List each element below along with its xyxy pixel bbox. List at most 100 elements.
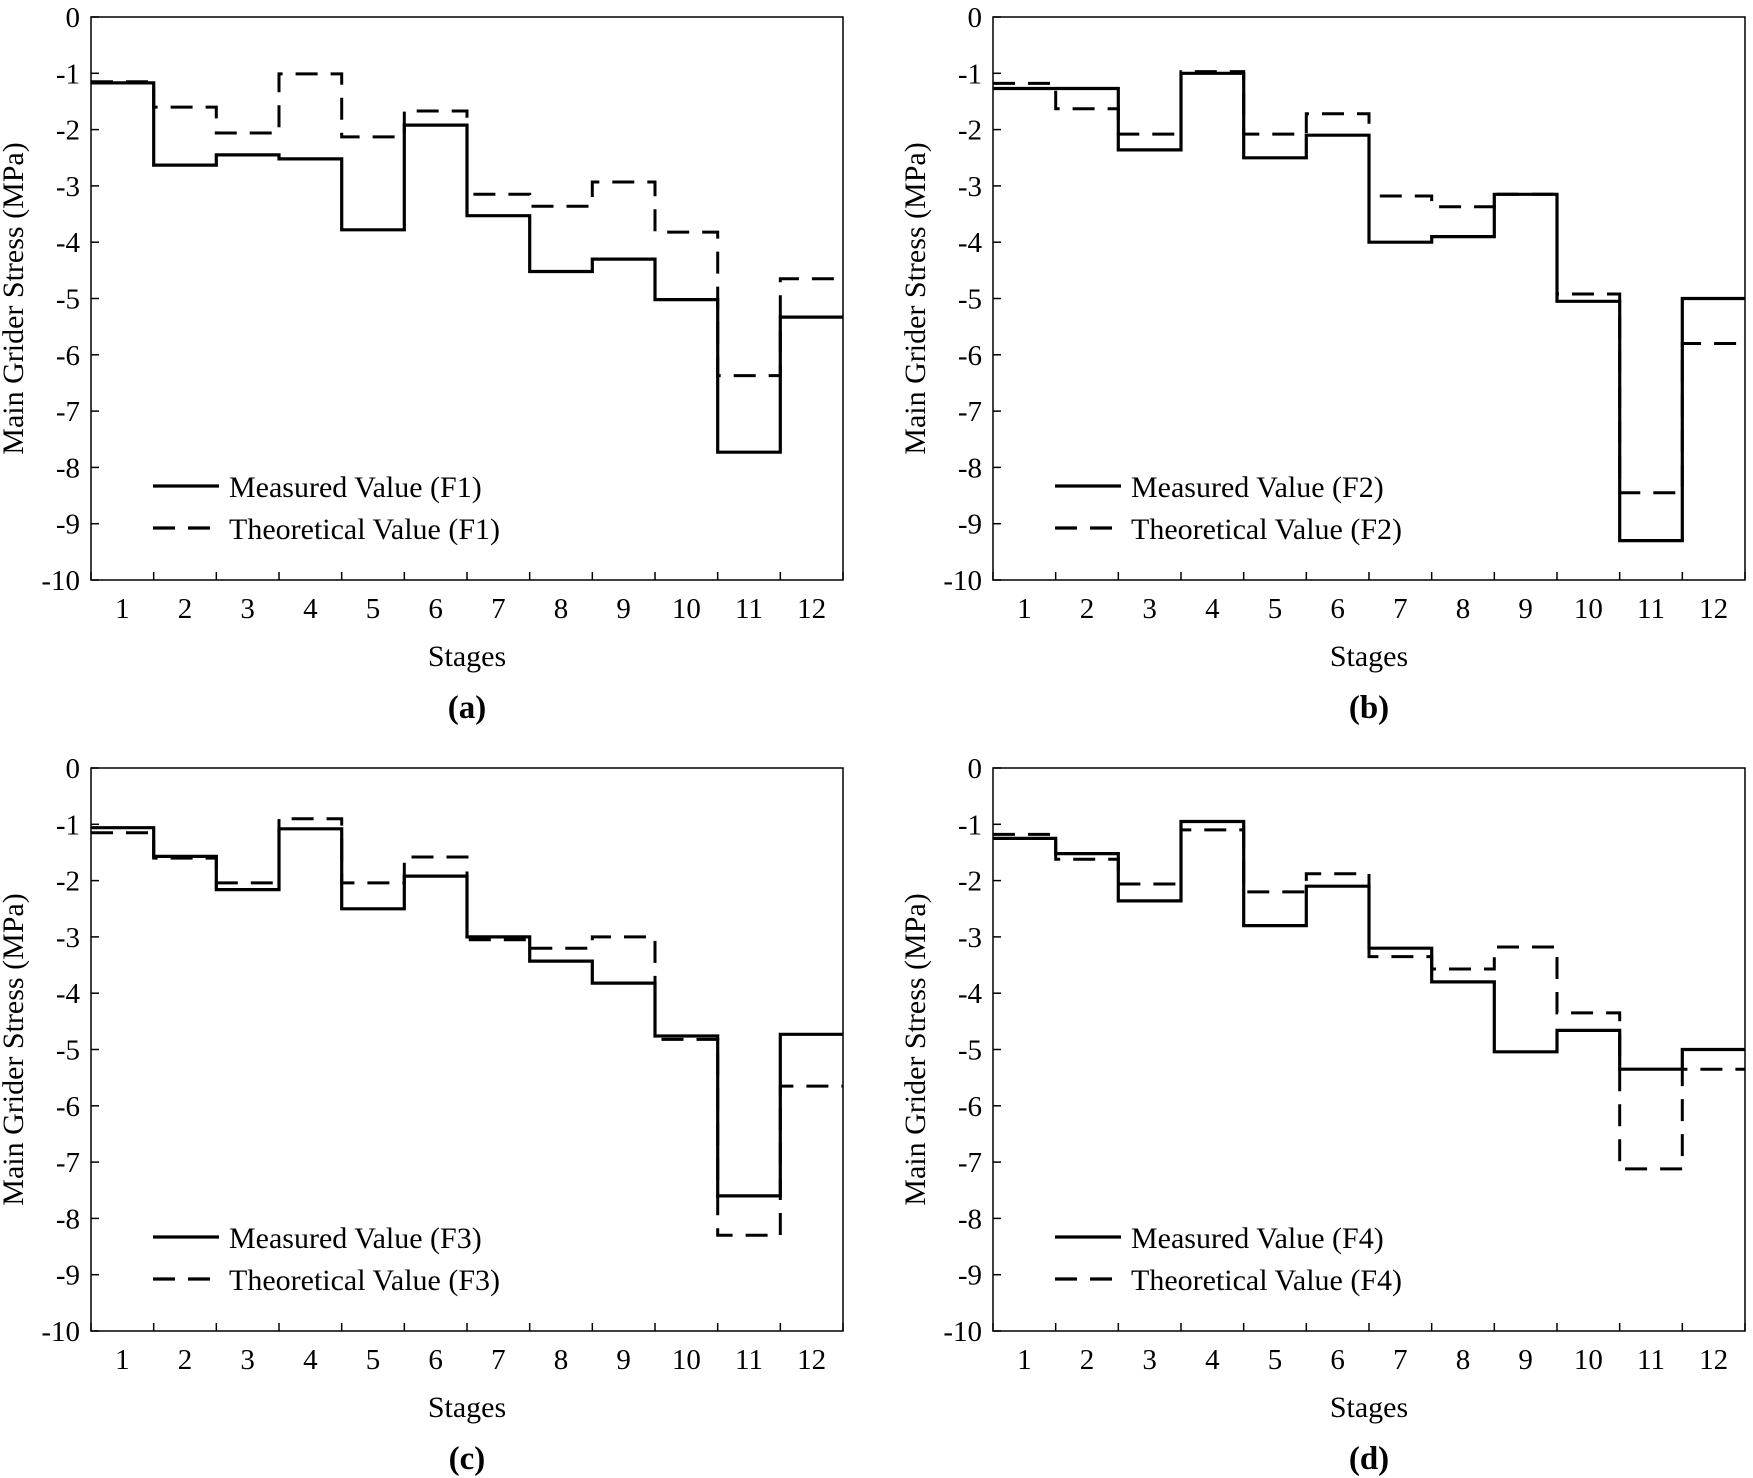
x-tick-label: 5 <box>366 1344 381 1376</box>
y-tick-label: 0 <box>968 753 983 785</box>
y-tick-label: -9 <box>56 509 80 541</box>
y-tick-label: -1 <box>56 58 80 90</box>
x-axis-title: Stages <box>428 640 506 673</box>
x-tick-label: 2 <box>1080 593 1095 625</box>
y-tick-label: -10 <box>943 1316 982 1348</box>
x-tick-label: 8 <box>554 593 569 625</box>
y-tick-label: 0 <box>66 753 81 785</box>
chart-panel-1: 0-1-2-3-4-5-6-7-8-9-101 2 3 4 5 6 7 8 9 10 11 12Sta… <box>0 2 844 726</box>
y-tick-label: -3 <box>958 922 982 954</box>
x-tick-label: 12 <box>797 593 826 625</box>
y-tick-label: 0 <box>968 2 983 34</box>
x-tick-label: 11 <box>735 1344 763 1376</box>
y-tick-label: -10 <box>41 1316 80 1348</box>
x-tick-label: 2 <box>1080 1344 1095 1376</box>
x-tick-label: 5 <box>1268 593 1283 625</box>
y-tick-label: -10 <box>41 565 80 597</box>
y-tick-label: -9 <box>56 1260 80 1292</box>
x-tick-label: 4 <box>1205 593 1220 625</box>
y-tick-label: -3 <box>56 922 80 954</box>
y-axis-title: Main Grider Stress (MPa) <box>899 142 932 454</box>
y-tick-label: -8 <box>56 1203 80 1235</box>
x-tick-label: 2 <box>178 593 193 625</box>
theoretical-series-line <box>91 72 843 378</box>
x-tick-label: 8 <box>1456 1344 1471 1376</box>
y-axis-title: Main Grider Stress (MPa) <box>899 893 932 1205</box>
x-tick-label: 10 <box>1574 593 1603 625</box>
x-tick-label: 3 <box>1142 593 1157 625</box>
y-tick-label: -2 <box>56 115 80 147</box>
x-axis-title: Stages <box>428 1391 506 1424</box>
legend-label: Theoretical Value (F3) <box>229 1264 500 1297</box>
y-axis-title: Main Grider Stress (MPa) <box>0 893 30 1205</box>
measured-series-line <box>993 71 1745 543</box>
x-tick-label: 4 <box>303 1344 318 1376</box>
x-tick-label: 10 <box>672 1344 701 1376</box>
chart-panel-4: 0-1-2-3-4-5-6-7-8-9-101 2 3 4 5 6 7 8 9 10 11 12Sta… <box>899 753 1746 1477</box>
y-tick-label: -2 <box>958 866 982 898</box>
y-tick-label: -1 <box>958 58 982 90</box>
x-tick-label: 11 <box>1637 1344 1665 1376</box>
x-tick-label: 8 <box>554 1344 569 1376</box>
y-tick-label: -5 <box>958 1035 982 1067</box>
x-tick-label: 1 <box>1017 1344 1032 1376</box>
x-tick-label: 6 <box>1330 1344 1345 1376</box>
x-tick-label: 9 <box>616 1344 631 1376</box>
x-tick-label: 12 <box>1699 593 1728 625</box>
y-tick-label: -2 <box>56 866 80 898</box>
y-tick-label: -5 <box>56 284 80 316</box>
x-tick-label: 3 <box>240 1344 255 1376</box>
y-tick-label: -7 <box>56 1147 80 1179</box>
y-tick-label: -7 <box>958 396 982 428</box>
y-tick-label: -3 <box>958 171 982 203</box>
legend-label: Theoretical Value (F2) <box>1131 513 1402 546</box>
x-tick-label: 2 <box>178 1344 193 1376</box>
x-tick-label: 1 <box>115 1344 130 1376</box>
measured-series-line <box>993 819 1745 1071</box>
y-tick-label: -9 <box>958 509 982 541</box>
y-tick-label: -8 <box>958 452 982 484</box>
x-tick-label: 7 <box>1393 593 1408 625</box>
legend-label: Measured Value (F3) <box>229 1222 482 1255</box>
x-tick-label: 9 <box>1518 1344 1533 1376</box>
y-tick-label: -1 <box>958 809 982 841</box>
x-tick-label: 1 <box>115 593 130 625</box>
y-tick-label: -3 <box>56 171 80 203</box>
legend-label: Measured Value (F4) <box>1131 1222 1384 1255</box>
x-tick-label: 6 <box>1330 593 1345 625</box>
y-tick-label: -4 <box>958 227 983 259</box>
y-tick-label: -9 <box>958 1260 982 1292</box>
x-tick-label: 5 <box>1268 1344 1283 1376</box>
x-tick-label: 7 <box>491 1344 506 1376</box>
x-axis-title: Stages <box>1330 640 1408 673</box>
measured-series-line <box>91 81 843 454</box>
y-tick-label: -5 <box>56 1035 80 1067</box>
y-tick-label: -8 <box>56 452 80 484</box>
y-tick-label: -8 <box>958 1203 982 1235</box>
measured-series-line <box>91 826 843 1198</box>
x-tick-label: 7 <box>491 593 506 625</box>
theoretical-series-line <box>993 828 1745 1171</box>
y-tick-label: -10 <box>943 565 982 597</box>
legend-label: Measured Value (F1) <box>229 471 482 504</box>
panel-label: (b) <box>1349 690 1389 726</box>
x-tick-label: 1 <box>1017 593 1032 625</box>
x-tick-label: 5 <box>366 593 381 625</box>
y-tick-label: -5 <box>958 284 982 316</box>
legend-label: Measured Value (F2) <box>1131 471 1384 504</box>
x-tick-label: 4 <box>303 593 318 625</box>
y-axis-title: Main Grider Stress (MPa) <box>0 142 30 454</box>
y-tick-label: -4 <box>56 227 81 259</box>
x-tick-label: 12 <box>797 1344 826 1376</box>
legend-label: Theoretical Value (F1) <box>229 513 500 546</box>
y-tick-label: -1 <box>56 809 80 841</box>
y-tick-label: -2 <box>958 115 982 147</box>
legend-label: Theoretical Value (F4) <box>1131 1264 1402 1297</box>
chart-panel-3: 0-1-2-3-4-5-6-7-8-9-101 2 3 4 5 6 7 8 9 10 11 12Sta… <box>0 753 844 1477</box>
y-tick-label: -4 <box>56 978 81 1010</box>
x-tick-label: 6 <box>428 1344 443 1376</box>
x-tick-label: 8 <box>1456 593 1471 625</box>
x-tick-label: 11 <box>1637 593 1665 625</box>
x-tick-label: 9 <box>616 593 631 625</box>
